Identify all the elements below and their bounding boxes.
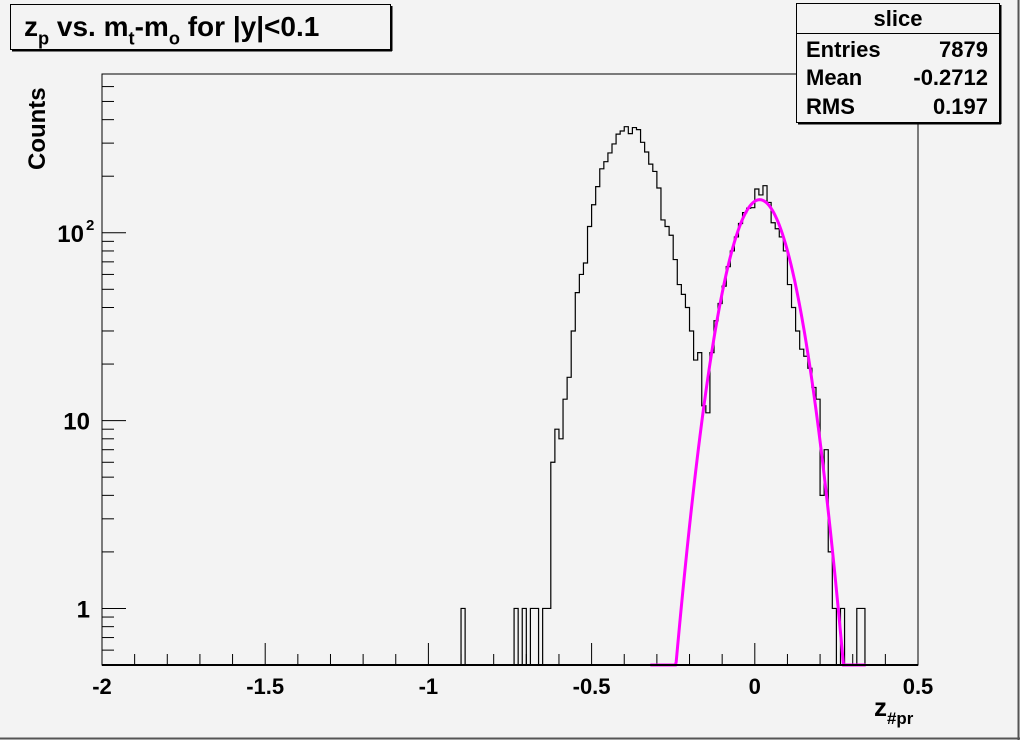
y-tick-label: 1	[77, 596, 90, 623]
x-tick-label: -0.5	[573, 674, 611, 699]
stats-rms-label: RMS	[806, 94, 855, 119]
subscript-text: #pr	[887, 709, 914, 728]
text-segment: -m	[135, 11, 169, 42]
subscript-text: p	[38, 28, 49, 48]
text-segment: vs. m	[49, 11, 128, 42]
gaussian-fit-curve	[650, 198, 866, 667]
stats-title: slice	[874, 6, 923, 31]
x-tick-label: -2	[92, 674, 112, 699]
stats-mean-label: Mean	[806, 65, 862, 90]
x-axis-title: z#pr	[874, 692, 914, 728]
stats-entries-value: 7879	[939, 37, 988, 62]
subscript-text: o	[169, 28, 180, 48]
stats-box: slice Entries 7879 Mean -0.2712 RMS 0.19…	[796, 3, 1002, 125]
y-tick-label-exponent: 2	[86, 217, 94, 234]
chart-title: zp vs. mt-mo for |y|<0.1	[24, 11, 319, 48]
y-tick-label: 10	[57, 221, 84, 248]
y-axis-title: Counts	[24, 87, 51, 170]
x-tick-label: -1.5	[246, 674, 284, 699]
x-tick-label: 0	[749, 674, 761, 699]
text-segment: z	[874, 692, 887, 722]
title-box: zp vs. mt-mo for |y|<0.1	[10, 4, 393, 52]
y-tick-label: 10	[63, 409, 90, 436]
x-tick-label: 0.5	[903, 674, 934, 699]
x-tick-label: -1	[419, 674, 439, 699]
stats-rms-value: 0.197	[933, 94, 988, 119]
stats-mean-value: -0.2712	[913, 65, 988, 90]
text-segment: z	[24, 11, 38, 42]
text-segment: for |y|<0.1	[180, 11, 319, 42]
stats-entries-label: Entries	[806, 37, 881, 62]
plot-frame	[101, 73, 919, 666]
subscript-text: t	[129, 28, 135, 48]
